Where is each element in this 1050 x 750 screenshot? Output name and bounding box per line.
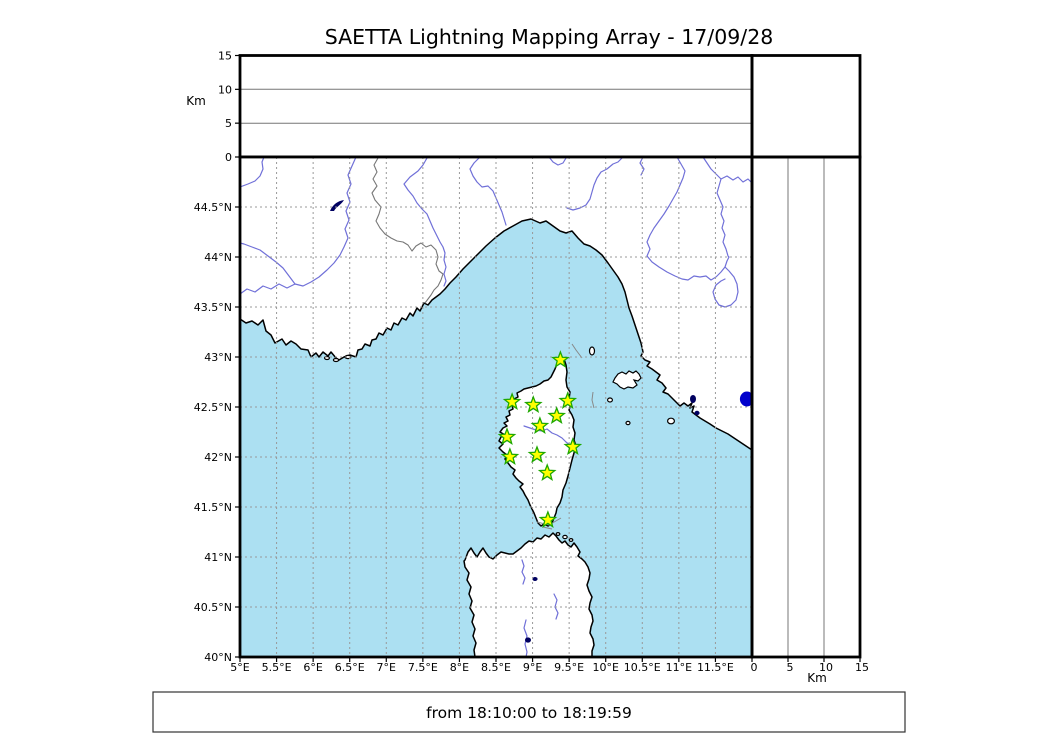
lake-serre-poncon — [330, 200, 344, 211]
lagoon-1 — [690, 395, 696, 403]
river-topright-branch — [716, 178, 730, 258]
altitude-tick-label: 10 — [218, 83, 232, 96]
lon-tick-label: 9°E — [523, 661, 542, 674]
lon-tick-label: 7.5°E — [408, 661, 438, 674]
lat-tick-label: 43°N — [204, 351, 232, 364]
river-topleft — [240, 157, 265, 188]
lon-tick-label: 6°E — [303, 661, 322, 674]
lat-tick-label: 42°N — [204, 451, 232, 464]
altitude-tick-label: 10 — [819, 661, 833, 674]
lat-tick-label: 41°N — [204, 551, 232, 564]
mainland-coastline — [240, 157, 752, 451]
maddalena-islet-1 — [555, 531, 561, 536]
lat-tick-label: 40°N — [204, 651, 232, 664]
bonifacio-line-2 — [542, 526, 553, 530]
lat-tick-label: 44°N — [204, 251, 232, 264]
altitude-axis-bottom: 0 5 10 15 — [751, 657, 869, 674]
altitude-tick-label: 0 — [751, 661, 758, 674]
altitude-axis-unit-label: Km — [186, 94, 206, 108]
lat-tick-label: 40.5°N — [194, 601, 232, 614]
france-italy-border — [371, 157, 444, 304]
bonifacio-line-1 — [536, 517, 562, 526]
lon-tick-label: 5.5°E — [262, 661, 292, 674]
altitude-latitude-frame — [750, 155, 862, 659]
altitude-tick-label: 15 — [855, 661, 869, 674]
river-po-1 — [566, 157, 624, 211]
time-range-frame — [152, 691, 906, 733]
map-line-fragment-2 — [591, 391, 595, 409]
montecristo-island — [666, 417, 675, 425]
map-line-fragment-1 — [571, 343, 583, 359]
altitude-axis-unit-label-right: Km — [807, 671, 827, 685]
river-var — [403, 157, 447, 287]
river-topright — [702, 157, 752, 184]
lakes — [330, 200, 700, 643]
lon-tick-label: 8°E — [450, 661, 469, 674]
lat-tick-label: 41.5°N — [194, 501, 232, 514]
lon-tick-label: 9.5°E — [554, 661, 584, 674]
river-branch-nw — [240, 242, 296, 285]
time-range-box: from 18:10:00 to 18:19:59 — [152, 691, 906, 733]
maddalena-islet-3 — [568, 537, 574, 542]
plot-title: SAETTA Lightning Mapping Array - 17/09/2… — [325, 25, 774, 49]
altitude-histogram-panel — [750, 54, 862, 159]
maddalena-islet-2 — [562, 534, 568, 540]
river-durance — [240, 157, 357, 295]
altitude-histogram-frame — [750, 54, 862, 159]
river-po-3 — [646, 157, 730, 281]
longitude-axis: 5°E 5.5°E 6°E 6.5°E 7°E 7.5°E 8°E 8.5°E 9°E 9.5°E… — [230, 657, 734, 674]
lake-sardinia-1 — [532, 577, 538, 581]
altitude-tick-label: 5 — [787, 661, 794, 674]
hyeres-islet-2 — [332, 357, 340, 363]
altitude-latitude-panel: 0 5 10 15 Km — [750, 155, 869, 685]
pianosa-island — [606, 397, 613, 403]
altitude-longitude-panel: 0 5 10 15 Km — [186, 50, 754, 164]
lon-tick-label: 11.5°E — [697, 661, 734, 674]
lon-tick-label: 6.5°E — [335, 661, 365, 674]
lagoon-2 — [694, 410, 700, 416]
latitude-axis: 40°N 40.5°N 41°N 41.5°N 42°N 42.5°N 43°N 43.5°N… — [194, 201, 240, 664]
lat-tick-label: 44.5°N — [194, 201, 232, 214]
lon-tick-label: 5°E — [230, 661, 249, 674]
elba-island — [612, 370, 642, 390]
map-gridlines — [240, 157, 752, 657]
altitude-axis-left: 0 5 10 15 — [218, 50, 240, 164]
river-loop — [712, 266, 739, 308]
lat-tick-label: 43.5°N — [194, 301, 232, 314]
lightning-source-dot — [739, 391, 752, 407]
lake-sardinia-2 — [525, 637, 531, 643]
lon-tick-label: 7°E — [377, 661, 396, 674]
altitude-longitude-frame — [238, 54, 754, 159]
lat-tick-label: 42.5°N — [194, 401, 232, 414]
small-island — [625, 420, 631, 426]
lon-tick-label: 8.5°E — [481, 661, 511, 674]
lightning-sources-layer — [739, 391, 752, 407]
time-range-label: from 18:10:00 to 18:19:59 — [426, 704, 632, 722]
lon-tick-label: 10°E — [592, 661, 618, 674]
altitude-tick-label: 0 — [225, 151, 232, 164]
river-top-1 — [548, 157, 567, 166]
lon-tick-label: 10.5°E — [624, 661, 661, 674]
lon-tick-label: 11°E — [666, 661, 692, 674]
river-sardinia-1 — [521, 559, 526, 585]
river-roya — [469, 157, 507, 226]
map-panel — [238, 155, 754, 659]
capraia-island — [588, 346, 596, 356]
altitude-tick-label: 15 — [218, 50, 232, 63]
corsica-coastline — [498, 355, 577, 527]
altitude-tick-label: 5 — [225, 117, 232, 130]
